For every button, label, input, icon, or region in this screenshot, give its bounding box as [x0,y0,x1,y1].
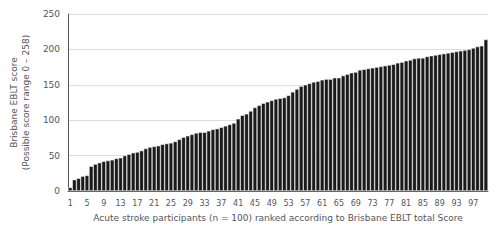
svg-text:45: 45 [250,199,260,208]
svg-text:73: 73 [367,199,377,208]
svg-text:13: 13 [115,199,125,208]
svg-text:69: 69 [351,199,361,208]
svg-text:250: 250 [43,9,60,19]
svg-text:81: 81 [401,199,411,208]
svg-text:(Possible score range 0 – 258): (Possible score range 0 – 258) [21,35,31,170]
svg-text:57: 57 [300,199,310,208]
svg-text:9: 9 [101,199,106,208]
svg-text:100: 100 [43,115,60,125]
svg-text:49: 49 [267,199,277,208]
svg-text:50: 50 [49,151,61,161]
svg-text:Brisbane EBLT score: Brisbane EBLT score [9,57,19,148]
svg-text:Acute stroke participants (n =: Acute stroke participants (n = 100) rank… [93,213,463,223]
svg-text:150: 150 [43,80,60,90]
svg-text:89: 89 [435,199,445,208]
svg-text:1: 1 [68,199,73,208]
svg-text:21: 21 [149,199,159,208]
svg-text:29: 29 [183,199,193,208]
svg-text:33: 33 [199,199,209,208]
svg-text:41: 41 [233,199,243,208]
svg-text:85: 85 [418,199,428,208]
svg-text:61: 61 [317,199,327,208]
svg-text:0: 0 [54,186,60,196]
svg-text:37: 37 [216,199,226,208]
svg-text:5: 5 [84,199,89,208]
svg-text:25: 25 [166,199,176,208]
svg-text:200: 200 [43,44,60,54]
svg-text:53: 53 [283,199,293,208]
svg-text:17: 17 [132,199,142,208]
svg-text:65: 65 [334,199,344,208]
svg-text:77: 77 [384,199,394,208]
svg-text:97: 97 [468,199,478,208]
svg-text:93: 93 [451,199,461,208]
